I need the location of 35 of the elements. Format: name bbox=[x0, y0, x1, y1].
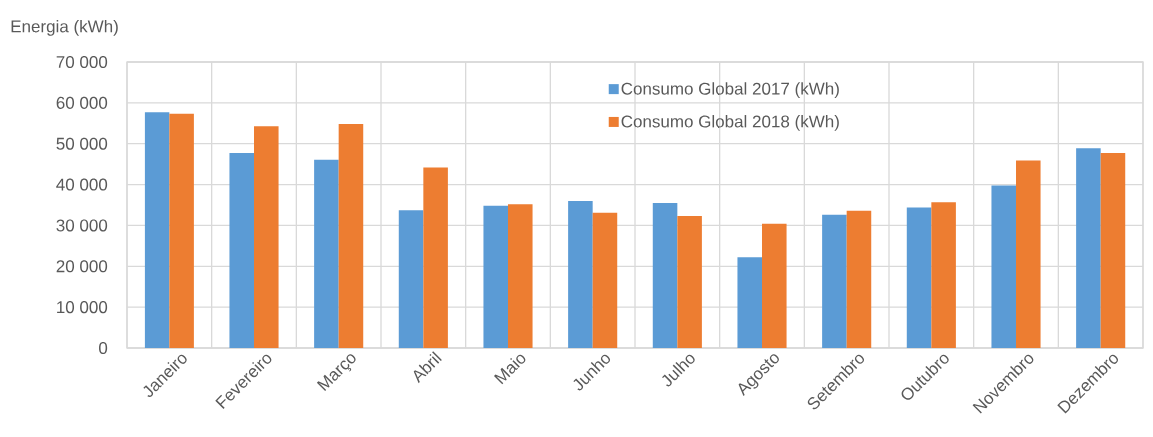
bar bbox=[1076, 148, 1101, 348]
y-tick-label: 40 000 bbox=[56, 178, 108, 191]
y-axis-title: Energia (kWh) bbox=[11, 19, 118, 36]
bar bbox=[423, 167, 448, 348]
bar bbox=[822, 214, 847, 348]
bar bbox=[398, 210, 424, 348]
bar bbox=[508, 204, 533, 348]
bar bbox=[254, 126, 279, 348]
y-tick-label: 70 000 bbox=[56, 55, 108, 69]
bar bbox=[677, 216, 702, 348]
bar bbox=[652, 202, 678, 348]
y-tick-label: 20 000 bbox=[56, 260, 108, 273]
bar bbox=[229, 153, 255, 348]
bar bbox=[483, 205, 509, 348]
y-tick-label: 30 000 bbox=[56, 219, 108, 232]
bar bbox=[931, 202, 956, 348]
bar bbox=[314, 159, 339, 348]
bar bbox=[1100, 153, 1126, 348]
legend-label: Consumo Global 2018 (kWh) bbox=[621, 115, 839, 131]
y-tick-label: 0 bbox=[99, 341, 108, 355]
legend-label: Consumo Global 2017 (kWh) bbox=[621, 82, 839, 99]
bar bbox=[906, 207, 932, 348]
bar bbox=[762, 223, 787, 348]
y-tick-label: 50 000 bbox=[56, 137, 108, 150]
bar bbox=[1016, 160, 1041, 348]
bar bbox=[144, 112, 170, 348]
bar bbox=[568, 200, 593, 348]
bar bbox=[338, 124, 364, 348]
bar bbox=[737, 257, 763, 348]
bar bbox=[991, 185, 1017, 348]
bar bbox=[592, 212, 618, 348]
y-tick-label: 60 000 bbox=[56, 96, 108, 109]
bar bbox=[169, 113, 194, 348]
y-tick-label: 10 000 bbox=[57, 301, 108, 314]
bar bbox=[846, 210, 872, 348]
